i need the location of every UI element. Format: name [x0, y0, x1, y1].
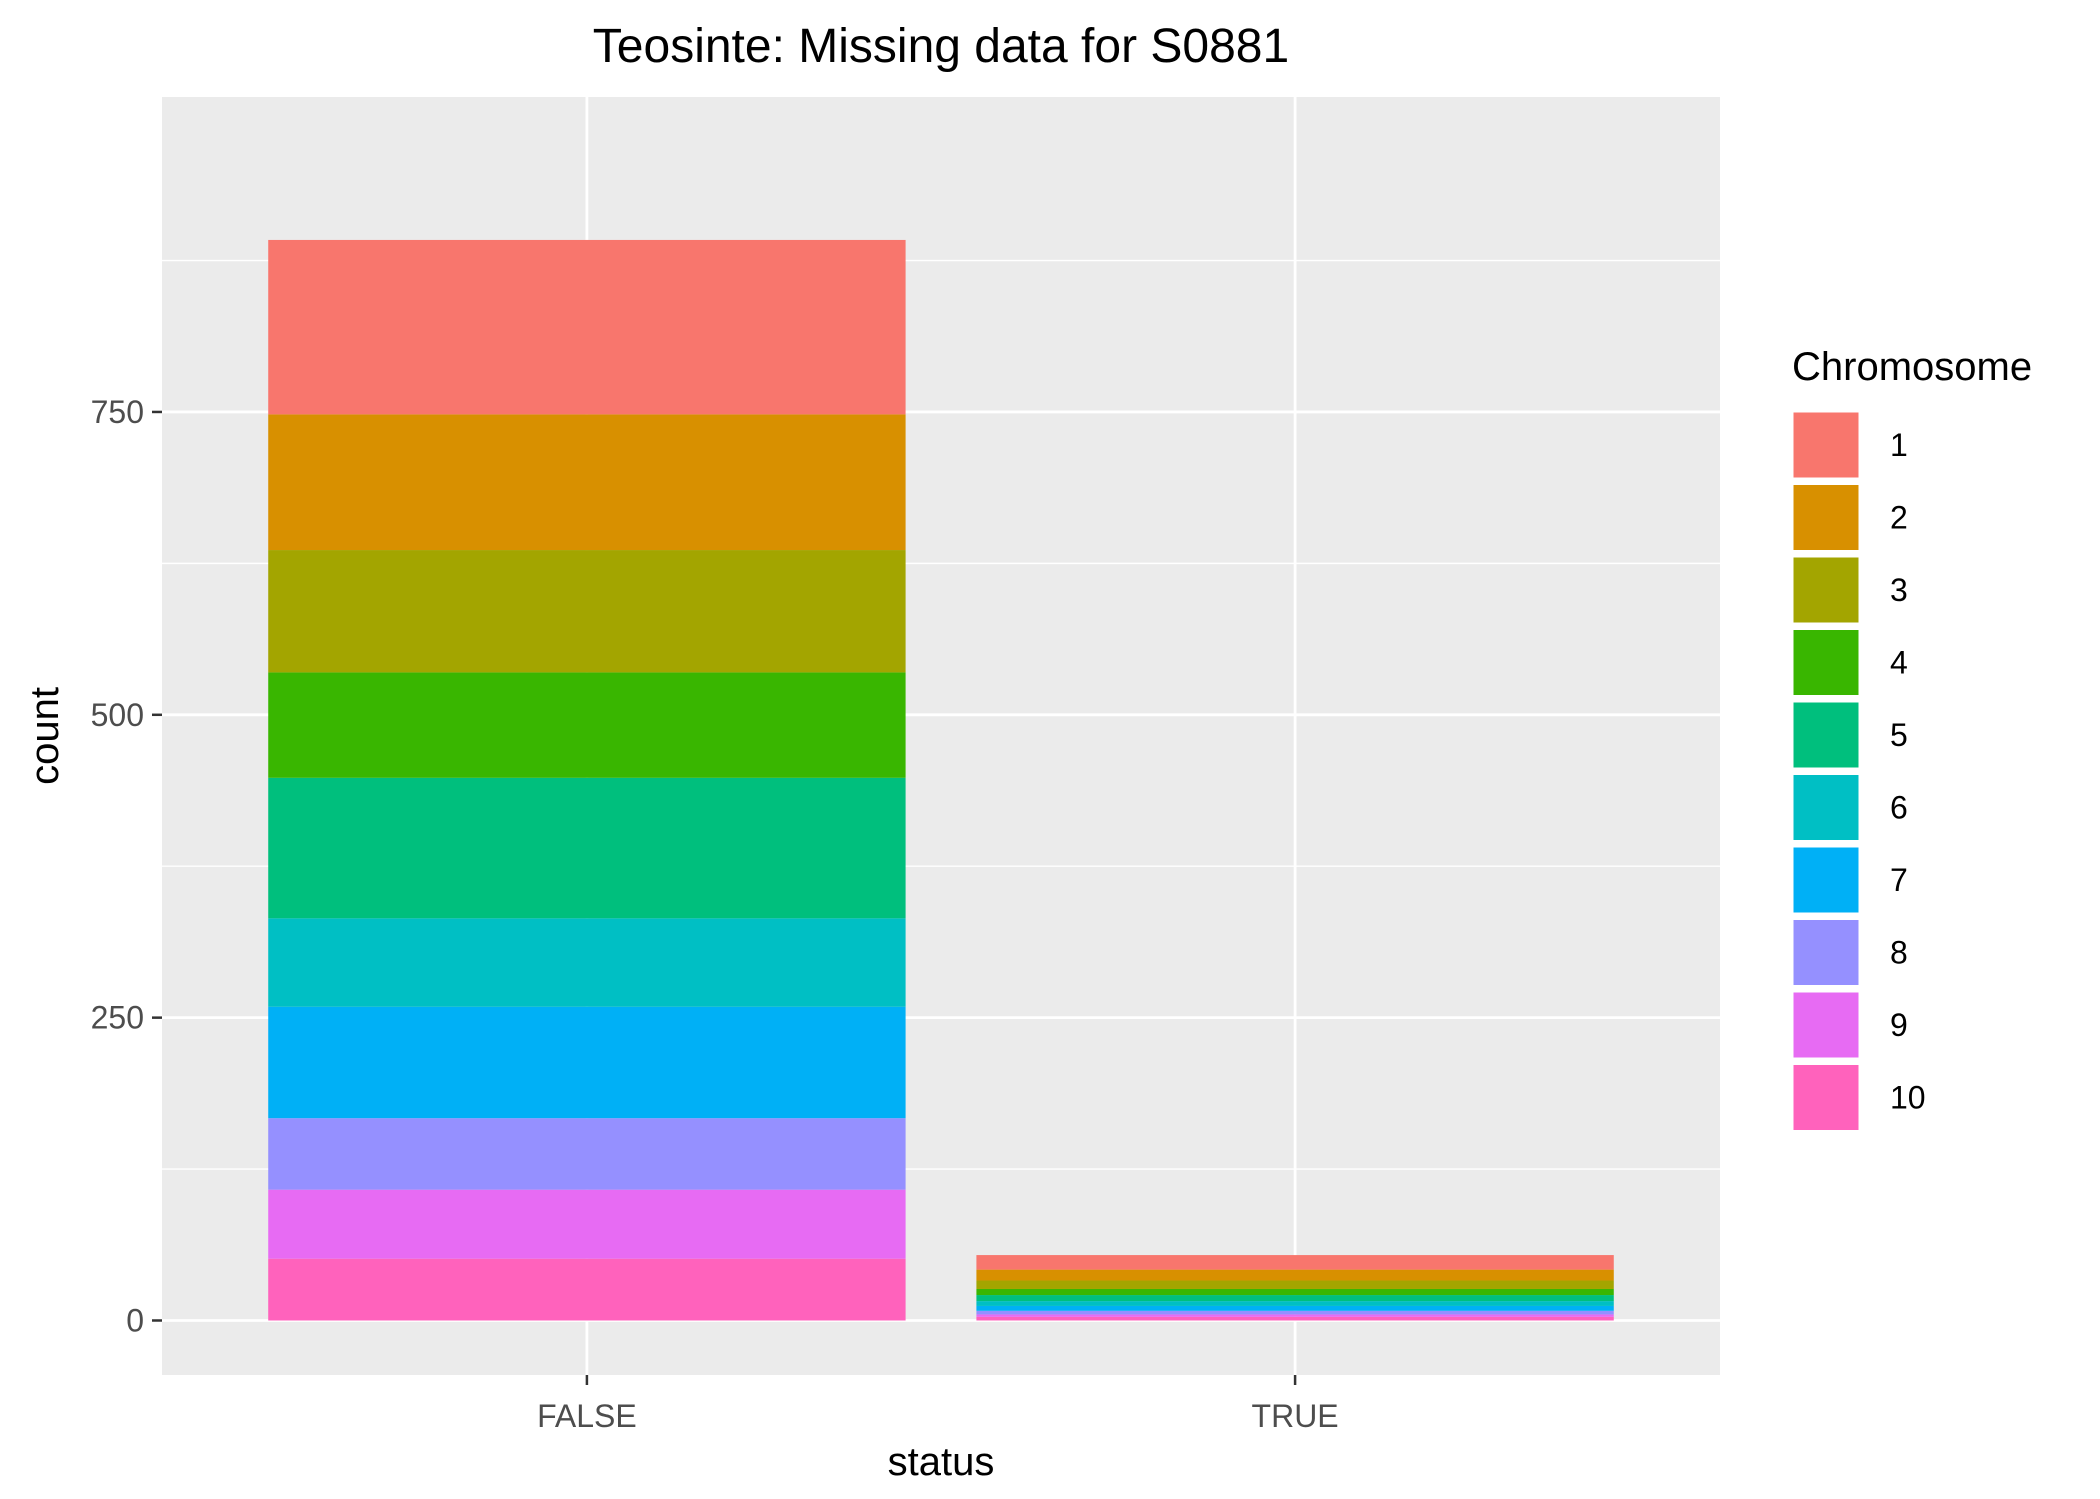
- y-axis-title: count: [23, 687, 67, 785]
- legend-label-6: 6: [1890, 790, 1908, 826]
- bar-segment-true-chr-7: [976, 1305, 1614, 1311]
- legend-key-8: [1790, 917, 1862, 988]
- bar-segment-false-chr-4: [268, 672, 906, 778]
- legend-key-6: [1790, 772, 1862, 843]
- bar-segment-false-chr-1: [268, 239, 906, 415]
- bar-segment-false-chr-2: [268, 414, 906, 551]
- bars: [268, 239, 1614, 1321]
- bar-segment-true-chr-10: [976, 1316, 1614, 1321]
- legend-label-9: 9: [1890, 1007, 1908, 1043]
- legend-label-7: 7: [1890, 862, 1908, 898]
- legend-label-1: 1: [1890, 427, 1908, 463]
- bar-segment-false-chr-7: [268, 1006, 906, 1119]
- legend-key-9: [1790, 989, 1862, 1061]
- legend-key-3: [1790, 554, 1862, 626]
- legend-key-1: [1790, 409, 1862, 481]
- bar-segment-false-chr-6: [268, 918, 906, 1007]
- bar-segment-true-chr-4: [976, 1288, 1614, 1296]
- legend-key-10: [1790, 1062, 1862, 1133]
- bar-segment-false-chr-10: [268, 1258, 906, 1321]
- legend-label-5: 5: [1890, 717, 1908, 753]
- y-tick-label: 0: [126, 1302, 144, 1338]
- bar-segment-true-chr-1: [976, 1255, 1614, 1270]
- x-tick-label: FALSE: [537, 1398, 637, 1434]
- legend-title: Chromosome: [1792, 345, 2032, 389]
- bar-segment-true-chr-8: [976, 1310, 1614, 1315]
- legend-label-10: 10: [1890, 1080, 1926, 1116]
- legend-label-2: 2: [1890, 500, 1908, 536]
- legend-label-3: 3: [1890, 572, 1908, 608]
- bar-segment-false-chr-8: [268, 1118, 906, 1190]
- y-tick-label: 500: [91, 697, 144, 733]
- legend-label-4: 4: [1890, 645, 1908, 681]
- x-axis-title: status: [888, 1440, 995, 1484]
- bar-segment-true-chr-6: [976, 1301, 1614, 1306]
- bar-segment-true-chr-9: [976, 1314, 1614, 1317]
- bar-segment-true-chr-5: [976, 1295, 1614, 1302]
- legend-key-5: [1790, 699, 1862, 771]
- legend-key-7: [1790, 844, 1862, 916]
- y-axis: 0 250 500 750: [91, 394, 162, 1338]
- bar-segment-true-chr-2: [976, 1269, 1614, 1281]
- legend-key-4: [1790, 627, 1862, 698]
- legend: Chromosome 1 2 3 4 5 6 7 8 9 10: [1790, 345, 2032, 1133]
- bar-segment-true-chr-3: [976, 1280, 1614, 1289]
- chart-title: Teosinte: Missing data for S0881: [593, 20, 1289, 73]
- y-tick-label: 750: [91, 394, 144, 430]
- legend-label-8: 8: [1890, 935, 1908, 971]
- bar-segment-false-chr-5: [268, 777, 906, 919]
- bar-segment-false-chr-9: [268, 1189, 906, 1259]
- y-tick-label: 250: [91, 1000, 144, 1036]
- bar-segment-false-chr-3: [268, 550, 906, 673]
- x-tick-label: TRUE: [1252, 1398, 1339, 1434]
- x-axis: FALSE TRUE: [537, 1375, 1339, 1434]
- legend-key-2: [1790, 482, 1862, 553]
